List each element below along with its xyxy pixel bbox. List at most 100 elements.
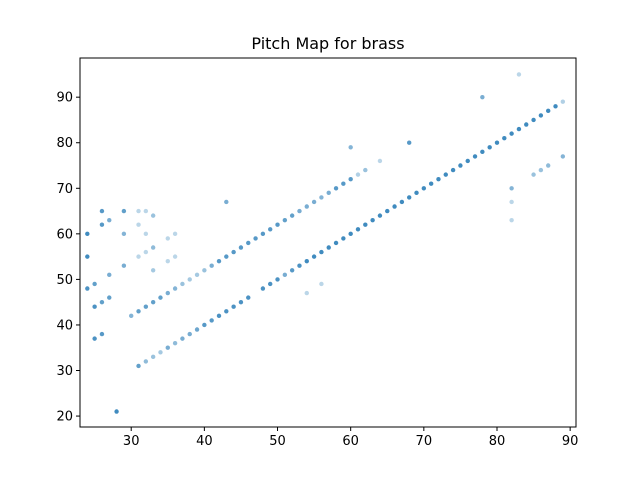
y-tick-label: 90	[56, 91, 73, 106]
data-point	[143, 231, 149, 237]
data-point	[246, 240, 251, 246]
data-point	[165, 345, 170, 350]
data-point	[348, 145, 353, 150]
data-point	[85, 286, 90, 291]
data-point	[209, 318, 214, 323]
data-point	[502, 135, 507, 141]
y-tick-label: 50	[56, 273, 73, 288]
data-point	[385, 208, 390, 214]
data-point	[421, 186, 427, 191]
data-point	[326, 190, 331, 196]
data-point	[202, 322, 207, 328]
data-point	[363, 222, 368, 227]
data-point	[216, 313, 222, 319]
data-point	[319, 281, 324, 287]
data-point	[341, 236, 346, 241]
data-point	[304, 204, 309, 209]
data-point	[209, 263, 214, 268]
data-point	[107, 272, 112, 278]
x-tick-label: 30	[123, 434, 140, 449]
data-point	[377, 158, 383, 164]
y-axis: 20 30 40 50 60 70 80 90	[56, 91, 80, 425]
data-point	[311, 199, 317, 205]
data-point	[224, 254, 229, 259]
data-point	[180, 336, 185, 341]
data-point	[150, 299, 156, 305]
data-point	[363, 167, 368, 173]
data-point	[289, 213, 295, 218]
x-tick-label: 80	[489, 434, 506, 449]
data-point	[333, 186, 339, 191]
data-point	[341, 181, 346, 186]
data-point	[282, 217, 288, 223]
x-axis: 30 40 50 60 70 80 90	[123, 427, 578, 449]
data-point	[150, 213, 156, 218]
data-point	[150, 268, 156, 273]
data-point	[85, 231, 90, 237]
data-point	[224, 309, 229, 314]
data-point	[516, 126, 522, 132]
data-point	[92, 336, 97, 341]
data-point	[480, 94, 485, 100]
data-point	[107, 217, 112, 223]
data-point	[99, 299, 105, 305]
data-point	[392, 204, 397, 209]
data-point	[414, 190, 419, 196]
data-point	[121, 208, 127, 214]
data-point	[121, 263, 127, 268]
data-point	[121, 231, 127, 237]
data-point	[136, 208, 141, 214]
data-point	[282, 272, 288, 278]
data-point	[202, 268, 207, 273]
data-point	[275, 277, 280, 282]
data-point	[99, 208, 105, 214]
data-point	[516, 72, 522, 77]
data-point	[289, 268, 295, 273]
data-point	[355, 172, 361, 177]
x-tick-label: 60	[342, 434, 359, 449]
data-point	[224, 199, 229, 205]
data-point	[553, 104, 558, 109]
data-point	[180, 281, 185, 287]
data-point	[480, 149, 485, 155]
data-point	[509, 199, 514, 205]
plot-frame	[79, 57, 577, 428]
data-point	[172, 231, 178, 237]
data-point	[370, 217, 375, 223]
x-tick-label: 40	[196, 434, 213, 449]
data-point	[268, 227, 273, 232]
data-point	[216, 258, 222, 264]
data-point	[275, 222, 280, 227]
data-point	[92, 304, 97, 309]
data-point	[436, 176, 441, 182]
data-point	[297, 263, 302, 268]
data-point	[129, 313, 134, 319]
data-point	[143, 304, 149, 309]
data-point	[297, 208, 302, 214]
data-point	[407, 195, 412, 200]
y-tick-label: 60	[56, 227, 73, 242]
y-tick-label: 40	[56, 318, 73, 333]
chart-title: Pitch Map for brass	[251, 34, 404, 53]
data-point	[531, 172, 536, 177]
data-point	[231, 304, 236, 309]
data-point	[136, 363, 141, 369]
data-point	[165, 290, 170, 296]
data-point	[231, 249, 236, 255]
data-points	[85, 72, 566, 414]
data-point	[509, 186, 514, 191]
data-point	[143, 249, 149, 255]
data-point	[187, 331, 192, 337]
data-point	[472, 154, 478, 159]
data-point	[304, 290, 309, 296]
data-point	[326, 245, 331, 250]
data-point	[494, 140, 500, 145]
data-point	[311, 254, 317, 259]
y-tick-label: 80	[56, 136, 73, 151]
data-point	[165, 236, 170, 241]
data-point	[377, 213, 383, 218]
data-point	[136, 309, 141, 314]
data-point	[509, 217, 514, 223]
data-point	[194, 272, 200, 278]
